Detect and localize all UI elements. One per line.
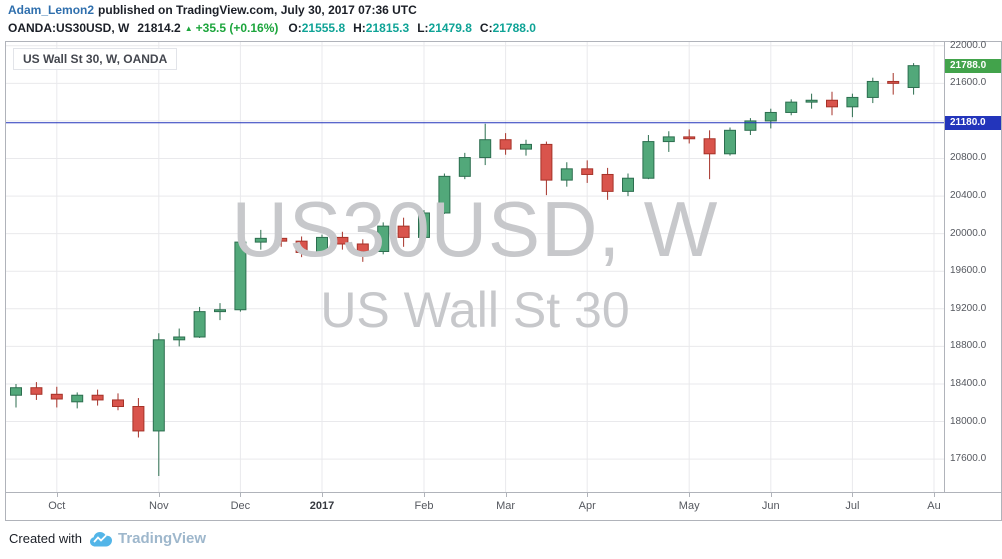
price-tick-label: 20400.0	[950, 190, 987, 202]
time-axis-tick	[505, 493, 507, 497]
price-tick-label: 19200.0	[950, 302, 987, 314]
open-label: O:	[288, 21, 302, 35]
high-value: 21815.3	[365, 21, 410, 35]
time-axis-tick	[158, 493, 160, 497]
footer-bar: Created with TradingView	[0, 521, 1002, 556]
time-axis-tick	[322, 493, 323, 497]
time-axis-tick	[240, 493, 242, 497]
published-text: published on TradingView.com, July 30, 2…	[98, 3, 417, 17]
publish-line: Adam_Lemon2 published on TradingView.com,…	[8, 3, 994, 18]
price-tick-label: 20800.0	[950, 152, 987, 164]
time-label: Oct	[48, 500, 66, 512]
up-arrow-icon: ▲	[184, 24, 193, 33]
close-label: C:	[479, 21, 493, 35]
price-tick-label: 21600.0	[950, 77, 987, 89]
time-label: 2017	[309, 500, 335, 512]
low-label: L:	[417, 21, 429, 35]
time-axis-tick	[689, 493, 691, 497]
time-axis-tick	[770, 493, 772, 497]
time-axis-tick	[587, 493, 589, 497]
high-label: H:	[353, 21, 366, 35]
chart-plot-area[interactable]: US30USD, W US Wall St 30 US Wall St 30, …	[6, 42, 944, 492]
tradingview-logo-icon[interactable]	[89, 530, 113, 548]
price-tick-label: 20000.0	[950, 227, 987, 239]
time-label: Au	[927, 500, 941, 512]
chart-panel: US30USD, W US Wall St 30 US Wall St 30, …	[5, 39, 1002, 521]
time-axis-tick	[56, 493, 58, 497]
price-change: +35.5 (+0.16%)	[195, 21, 279, 35]
symbol-title: OANDA:US30USD, W	[8, 21, 130, 35]
time-axis[interactable]: Oct Nov Dec 2017 Feb Mar Apr May Jun Jul Au	[6, 492, 1001, 519]
chart-legend: US Wall St 30, W, OANDA	[13, 48, 178, 70]
symbol-line: OANDA:US30USD, W 21814.2 ▲ +35.5 (+0.16%…	[8, 21, 994, 36]
high-readout: H:21815.3	[353, 21, 409, 36]
time-axis-tick	[424, 493, 425, 497]
price-tick-label: 19600.0	[950, 265, 987, 277]
price-tick-label: 18000.0	[950, 415, 987, 427]
line-price-badge: 21180.0	[945, 115, 1001, 130]
time-label: Feb	[414, 500, 434, 512]
price-tick-label: 18800.0	[950, 340, 987, 352]
time-axis-tick	[934, 493, 935, 497]
open-readout: O:21555.8	[288, 21, 345, 36]
price-axis[interactable]: 22000.0 21600.0 20800.0 20400.0 20000.0 19600…	[944, 39, 1001, 492]
price-tick-label: 18400.0	[950, 377, 987, 389]
time-label: Dec	[230, 500, 251, 512]
low-readout: L:21479.8	[417, 21, 472, 36]
close-readout: C:21788.0	[480, 21, 536, 36]
close-value: 21788.0	[492, 21, 536, 35]
low-value: 21479.8	[428, 21, 472, 35]
open-value: 21555.8	[301, 21, 346, 35]
time-label: May	[678, 500, 700, 512]
time-label: Mar	[496, 500, 516, 512]
author-link[interactable]: Adam_Lemon2	[8, 3, 95, 17]
tradingview-brand[interactable]: TradingView	[117, 530, 207, 547]
time-label: Nov	[149, 500, 169, 512]
publish-header: Adam_Lemon2 published on TradingView.com,…	[0, 0, 1002, 41]
price-tick-label: 17600.0	[950, 453, 987, 465]
time-label: Jul	[845, 500, 860, 512]
time-label: Jun	[761, 500, 780, 512]
price-tick-label: 22000.0	[950, 39, 987, 51]
time-label: Apr	[578, 500, 596, 512]
created-with-text: Created with	[9, 531, 82, 546]
candlestick-chart[interactable]	[6, 42, 944, 492]
last-price-badge: 21788.0	[945, 58, 1001, 73]
time-axis-tick	[852, 493, 854, 497]
last-price-value: 21814.2	[137, 21, 181, 35]
